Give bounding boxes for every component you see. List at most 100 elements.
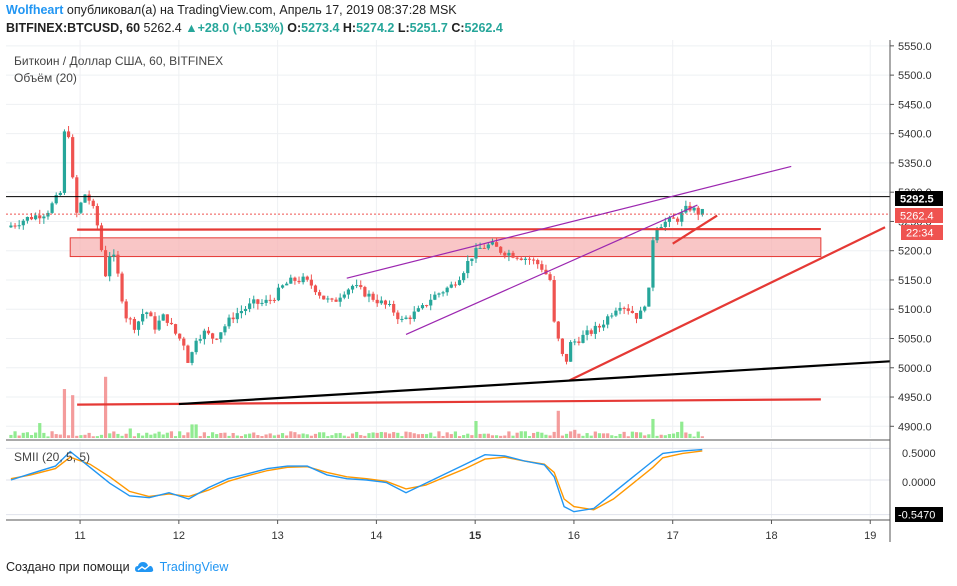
volume-bar <box>659 434 663 438</box>
volume-bar <box>235 435 239 438</box>
candle-body <box>634 313 639 319</box>
axes <box>6 40 891 542</box>
candle-body <box>420 305 425 309</box>
volume-bar <box>285 435 289 438</box>
close-label: C: <box>451 21 465 35</box>
volume-bar <box>223 432 227 438</box>
volume-bar <box>593 431 597 438</box>
candle-body <box>198 339 202 341</box>
volume-bar <box>379 431 383 438</box>
volume-bar <box>13 431 17 438</box>
volume-bar <box>490 435 495 438</box>
candle-body <box>494 242 499 247</box>
candle-body <box>186 345 190 363</box>
volume-bar <box>103 376 108 438</box>
symbol-name: BITFINEX:BTCUSD, 60 <box>6 21 141 35</box>
candle-body <box>453 284 458 286</box>
candle-body <box>206 330 211 334</box>
publish-text: опубликовал(а) на TradingView.com, Апрел… <box>66 3 457 17</box>
candle-body <box>655 228 659 241</box>
volume-bar <box>309 435 313 438</box>
volume-bar <box>515 432 519 438</box>
candle-body <box>659 226 663 229</box>
candle-body <box>58 192 62 196</box>
volume-bar <box>219 432 223 438</box>
volume-bar <box>198 436 202 438</box>
author-link[interactable]: Wolfheart <box>6 3 64 17</box>
candle-body <box>256 299 260 304</box>
candle-body <box>511 252 515 258</box>
price-axis[interactable]: 4900.0 4950.0 5000.0 5050.0 5100.0 5150.0 5200… <box>890 41 932 433</box>
candle-body <box>124 301 128 319</box>
volume-bar <box>470 435 474 438</box>
candle-body <box>359 285 363 288</box>
price-tick-label: 5000.0 <box>898 363 932 375</box>
volume-bar <box>392 432 396 438</box>
candle-body <box>606 316 610 325</box>
volume-bar <box>112 431 116 438</box>
candle-body <box>231 317 235 320</box>
candle-body <box>112 254 116 257</box>
volume-bar <box>663 435 667 438</box>
candle-body <box>194 340 198 353</box>
tradingview-brand[interactable]: TradingView <box>159 560 229 574</box>
volume-bar <box>46 436 50 438</box>
candle-body <box>149 312 153 317</box>
volume-bar <box>499 435 503 438</box>
price-tick-label: 5200.0 <box>898 246 932 258</box>
volume-bar <box>95 436 99 438</box>
volume-bar <box>346 436 351 438</box>
price-tick-label: 5050.0 <box>898 334 932 346</box>
volume-bar <box>280 433 285 438</box>
volume-bar <box>108 433 112 438</box>
candle-body <box>141 313 145 322</box>
candle-body <box>680 212 684 222</box>
volume-bar <box>153 433 157 438</box>
candle-body <box>396 312 400 320</box>
volume-bar <box>429 432 433 438</box>
volume-bar <box>420 433 425 438</box>
volume-bar <box>355 431 359 438</box>
volume-bar <box>297 434 301 438</box>
time-axis[interactable]: 11 12 13 14 15 16 17 18 19 <box>74 520 876 542</box>
high-label: H: <box>342 21 357 35</box>
volume-bar <box>688 433 692 438</box>
volume-bar <box>433 436 437 438</box>
volume-bar <box>350 433 355 438</box>
volume-bar <box>363 435 367 438</box>
candle-body <box>692 207 696 211</box>
volume-bar <box>445 432 449 438</box>
candle-body <box>585 330 589 335</box>
volume-bar <box>227 435 231 438</box>
candle-body <box>696 207 700 215</box>
candle-body <box>235 313 239 320</box>
candle-body <box>470 258 474 262</box>
volume-bar <box>239 435 244 438</box>
label-last: 5262.4 <box>895 208 943 223</box>
candle-body <box>178 333 182 339</box>
candle-body <box>507 252 511 256</box>
candle-body <box>536 260 540 265</box>
candle-body <box>289 277 293 284</box>
volume-bar <box>34 432 38 438</box>
candle-body <box>202 330 206 340</box>
candle-body <box>260 302 264 304</box>
candle-body <box>466 261 470 274</box>
volume-bar <box>342 435 346 438</box>
candle-body <box>647 287 651 307</box>
candle-body <box>223 326 227 333</box>
volume-bar <box>647 434 651 438</box>
price-tick-label: 5350.0 <box>898 158 932 170</box>
volume-bar <box>194 424 198 438</box>
tradingview-cloud-icon <box>134 562 153 572</box>
candle-body <box>363 287 367 297</box>
volume-bar <box>136 433 141 438</box>
volume-bar <box>260 436 264 438</box>
volume-bar <box>248 433 252 438</box>
candle-body <box>103 250 108 277</box>
candle-body <box>630 310 634 314</box>
candle-body <box>346 289 351 295</box>
candle-body <box>190 352 194 363</box>
price-chart[interactable]: 4900.0 4950.0 5000.0 5050.0 5100.0 5150.0 5200… <box>0 40 957 560</box>
volume-bar <box>700 436 704 438</box>
